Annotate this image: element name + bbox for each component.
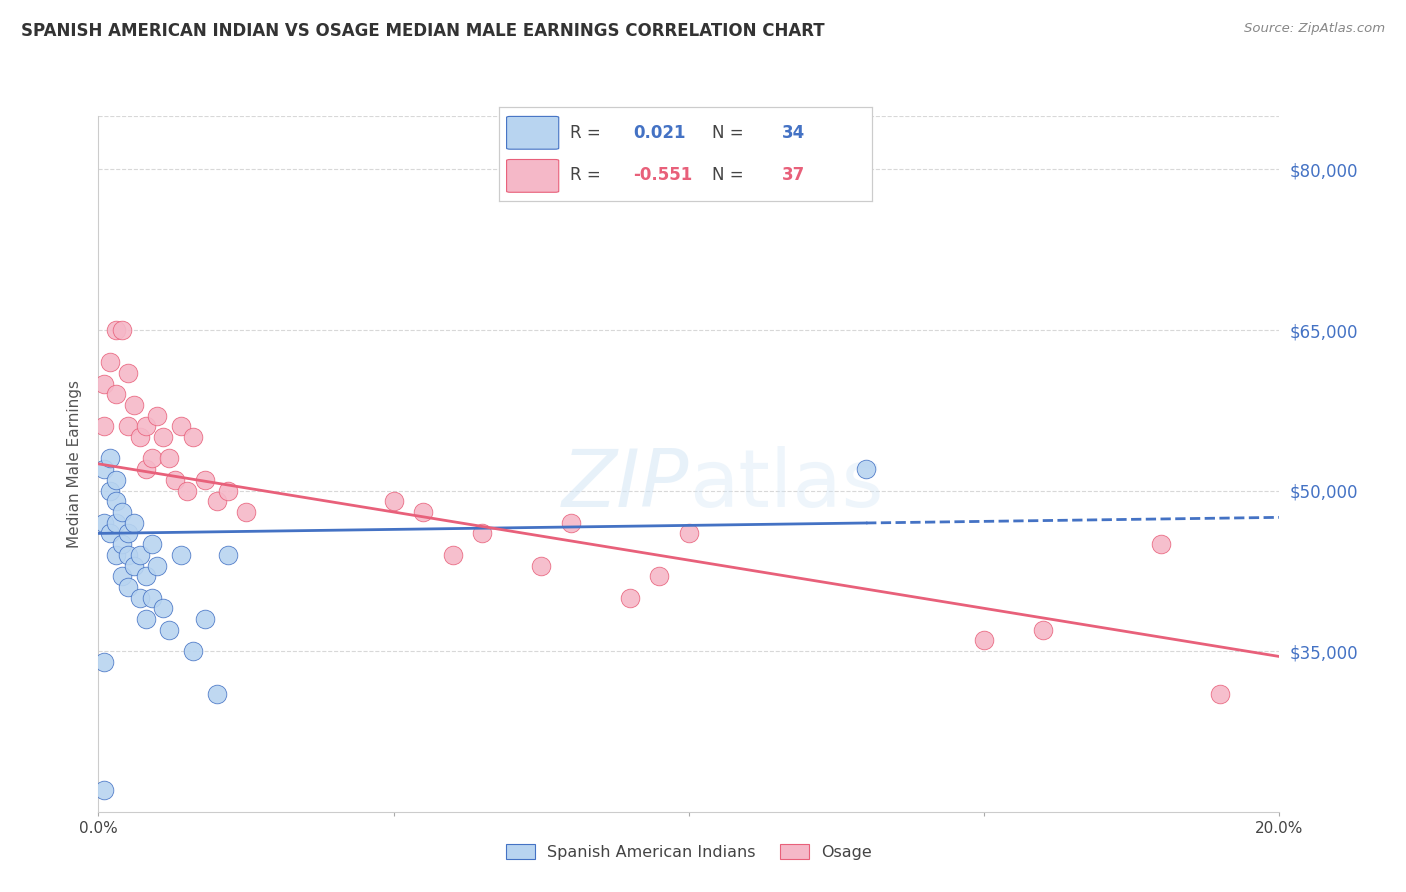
Text: SPANISH AMERICAN INDIAN VS OSAGE MEDIAN MALE EARNINGS CORRELATION CHART: SPANISH AMERICAN INDIAN VS OSAGE MEDIAN … xyxy=(21,22,825,40)
Point xyxy=(128,591,150,605)
Text: 34: 34 xyxy=(782,124,806,142)
Point xyxy=(98,355,121,369)
Point xyxy=(157,623,180,637)
Point xyxy=(205,687,228,701)
Point xyxy=(111,323,134,337)
Point xyxy=(98,526,121,541)
Point xyxy=(122,398,145,412)
Point xyxy=(412,505,434,519)
Point xyxy=(181,644,204,658)
Point xyxy=(135,462,157,476)
Y-axis label: Median Male Earnings: Median Male Earnings xyxy=(67,380,83,548)
Point xyxy=(93,655,115,669)
Point xyxy=(111,537,134,551)
Text: Source: ZipAtlas.com: Source: ZipAtlas.com xyxy=(1244,22,1385,36)
Point xyxy=(648,569,671,583)
Point xyxy=(105,323,128,337)
FancyBboxPatch shape xyxy=(506,116,558,149)
Point xyxy=(157,451,180,466)
Point xyxy=(146,409,169,423)
Point xyxy=(135,419,157,434)
Point xyxy=(135,612,157,626)
Point xyxy=(205,494,228,508)
Point xyxy=(141,451,163,466)
Point xyxy=(152,601,174,615)
Text: -0.551: -0.551 xyxy=(633,166,693,184)
Point xyxy=(141,591,163,605)
Point xyxy=(105,548,128,562)
Point xyxy=(441,548,464,562)
Point xyxy=(128,548,150,562)
Point xyxy=(117,419,139,434)
Point xyxy=(122,516,145,530)
Point xyxy=(122,558,145,573)
Text: 37: 37 xyxy=(782,166,806,184)
Point xyxy=(1150,537,1173,551)
Point xyxy=(194,612,217,626)
Point xyxy=(619,591,641,605)
Text: N =: N = xyxy=(711,124,748,142)
Point xyxy=(105,494,128,508)
Text: R =: R = xyxy=(569,124,606,142)
Point xyxy=(217,483,239,498)
Point xyxy=(117,580,139,594)
FancyBboxPatch shape xyxy=(506,160,558,193)
Point xyxy=(117,526,139,541)
Point xyxy=(194,473,217,487)
Point xyxy=(170,419,193,434)
Point xyxy=(1209,687,1232,701)
Point xyxy=(105,473,128,487)
Point xyxy=(152,430,174,444)
Point xyxy=(141,537,163,551)
Point xyxy=(165,473,187,487)
Point xyxy=(471,526,494,541)
Point xyxy=(382,494,405,508)
Text: ZIP: ZIP xyxy=(561,446,689,524)
Point xyxy=(98,483,121,498)
Point xyxy=(146,558,169,573)
Point xyxy=(235,505,257,519)
Point xyxy=(105,387,128,401)
Point xyxy=(93,462,115,476)
Point xyxy=(93,516,115,530)
Point xyxy=(117,548,139,562)
Point xyxy=(93,783,115,797)
Text: N =: N = xyxy=(711,166,748,184)
Point xyxy=(973,633,995,648)
Text: 0.021: 0.021 xyxy=(633,124,686,142)
Point xyxy=(560,516,582,530)
Legend: Spanish American Indians, Osage: Spanish American Indians, Osage xyxy=(499,838,879,866)
Point xyxy=(678,526,700,541)
Point xyxy=(170,548,193,562)
Text: atlas: atlas xyxy=(689,446,883,524)
Point xyxy=(111,505,134,519)
Text: R =: R = xyxy=(569,166,606,184)
Point xyxy=(105,516,128,530)
Point xyxy=(217,548,239,562)
Point xyxy=(181,430,204,444)
Point xyxy=(111,569,134,583)
Point xyxy=(1032,623,1054,637)
Point xyxy=(128,430,150,444)
Point xyxy=(176,483,198,498)
Point xyxy=(135,569,157,583)
Point xyxy=(117,366,139,380)
Point xyxy=(93,419,115,434)
Point xyxy=(530,558,553,573)
Point xyxy=(855,462,877,476)
Point xyxy=(98,451,121,466)
Point xyxy=(93,376,115,391)
